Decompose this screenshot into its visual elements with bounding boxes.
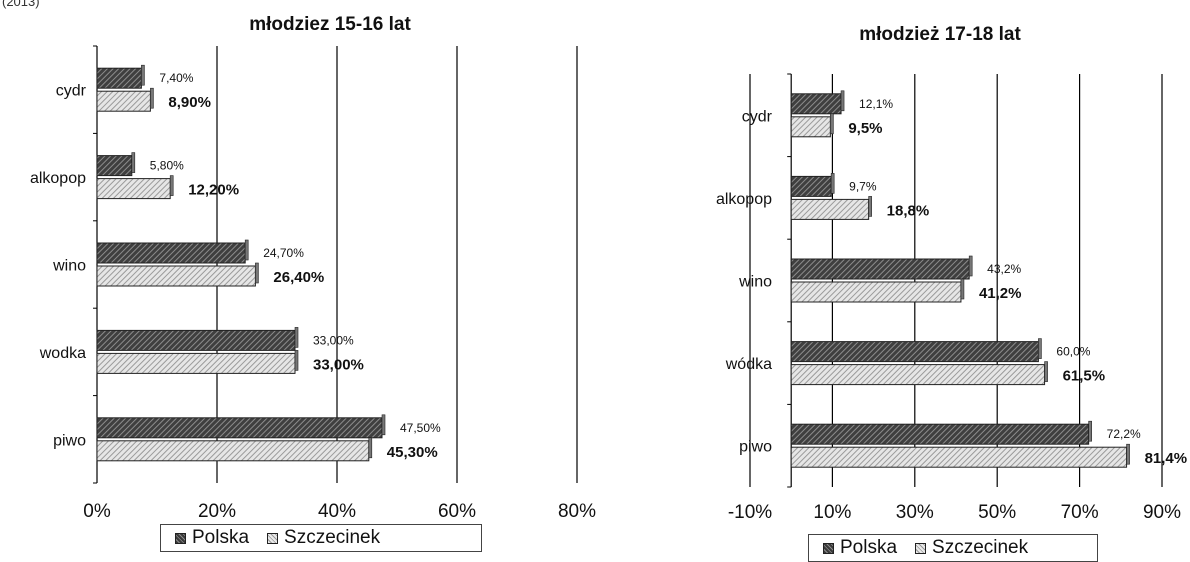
chart-2-category-label: wódka — [725, 356, 772, 373]
chart-1-bar-edge — [169, 175, 174, 196]
chart-1-data-label: 12,20% — [188, 182, 239, 199]
chart-2-bar-edge — [1044, 361, 1048, 382]
chart-1-bar-edge — [150, 87, 154, 109]
chart-2-data-label: 18,8% — [887, 202, 930, 219]
chart-2-bar-szczecinek — [790, 198, 870, 220]
chart-2-bar-edge — [830, 113, 834, 135]
chart-1-bar-edge — [381, 414, 386, 436]
chart-2-data-label: 60,0% — [1056, 345, 1090, 359]
chart-1-data-label: 24,70% — [263, 246, 304, 260]
chart-2-title: młodzież 17-18 lat — [859, 24, 1021, 45]
chart-2-category-label: alkopop — [716, 191, 772, 208]
legend-item-polska: Polska — [823, 537, 897, 559]
chart-2-bar-edge — [1088, 420, 1092, 442]
chart-2-data-label: 61,5% — [1063, 368, 1106, 385]
chart-2-bar-polska — [790, 258, 970, 280]
chart-1-tick-label: 20% — [198, 501, 236, 522]
chart-2-bar-edge — [830, 173, 835, 194]
chart-1-bar-edge — [294, 327, 299, 348]
chart-2-bar-edge — [960, 278, 965, 300]
chart-2-bar-edge — [968, 255, 973, 277]
chart-2-bar-szczecinek — [790, 281, 962, 303]
chart-1-data-label: 5,80% — [150, 159, 184, 173]
chart-1-bar-polska — [96, 242, 246, 264]
chart-1-bar-edge — [244, 239, 249, 261]
chart-1-title: młodziez 15-16 lat — [249, 14, 411, 35]
chart-2-bar-polska — [790, 423, 1090, 445]
chart-2-bar-polska — [790, 175, 832, 197]
chart-1-data-label: 7,40% — [159, 71, 193, 85]
chart-2-data-label: 72,2% — [1107, 427, 1141, 441]
chart-1-bar-polska — [96, 417, 383, 439]
chart-1-bar-edge — [294, 350, 299, 371]
chart-1-bar-edge — [255, 262, 259, 284]
chart-2-bar-szczecinek — [790, 446, 1128, 468]
chart-1-bar-szczecinek — [96, 178, 171, 200]
chart-1-category-label: piwo — [53, 432, 86, 449]
legend-label-szczecinek: Szczecinek — [284, 527, 381, 548]
legend-label-polska: Polska — [192, 527, 250, 548]
chart-1-data-label: 8,90% — [168, 94, 211, 111]
chart-2-data-label: 12,1% — [859, 97, 893, 111]
chart-1-bar-szczecinek — [96, 352, 296, 374]
legend-item-polska: Polska — [175, 527, 249, 549]
chart-2-data-label: 9,5% — [848, 120, 882, 137]
chart-1-data-label: 45,30% — [387, 444, 438, 461]
chart-1-category-label: alkopop — [30, 170, 86, 187]
chart-2-tick-label: 50% — [978, 502, 1016, 523]
chart-2-bar-szczecinek — [790, 116, 831, 138]
chart-1-bar-edge — [141, 64, 145, 86]
chart-1-category-label: cydr — [56, 83, 87, 100]
chart-1-data-label: 33,00% — [313, 356, 364, 373]
chart-1-bar-polska — [96, 67, 142, 89]
chart-2-tick-label: 70% — [1061, 502, 1099, 523]
chart-2-tick-label: -10% — [728, 502, 772, 523]
corner-text: (2013) — [2, 0, 40, 9]
chart-2-bar-polska — [790, 341, 1039, 363]
legend-chart-2: Polska Szczecinek — [808, 534, 1098, 562]
legend-item-szczecinek: Szczecinek — [267, 527, 380, 549]
chart-2-bar-edge — [1126, 443, 1130, 465]
chart-2-category-label: wino — [738, 274, 772, 291]
chart-2-data-label: 43,2% — [987, 262, 1021, 276]
legend-item-szczecinek: Szczecinek — [915, 537, 1028, 559]
chart-1-category-label: wodka — [39, 345, 86, 362]
chart-2-data-label: 9,7% — [849, 179, 877, 193]
chart-1-bar-polska — [96, 329, 296, 351]
chart-2-bar-szczecinek — [790, 364, 1046, 386]
legend-label-polska: Polska — [840, 537, 898, 558]
legend-swatch-szczecinek — [267, 532, 279, 544]
chart-1-bar-polska — [96, 155, 133, 177]
chart-2-bar-edge — [868, 196, 872, 217]
chart-2-tick-label: 30% — [896, 502, 934, 523]
chart-1-data-label: 33,00% — [313, 333, 354, 347]
chart-1-category-label: wino — [52, 258, 86, 275]
chart-1-tick-label: 40% — [318, 501, 356, 522]
legend-chart-1: Polska Szczecinek — [160, 524, 482, 552]
legend-label-szczecinek: Szczecinek — [932, 537, 1029, 558]
chart-1-tick-label: 60% — [438, 501, 476, 522]
chart-2-data-label: 41,2% — [979, 285, 1022, 302]
chart-1-bar-szczecinek — [96, 440, 370, 462]
legend-swatch-polska — [175, 532, 186, 544]
legend-swatch-polska — [823, 542, 834, 554]
chart-1-tick-label: 0% — [83, 501, 111, 522]
chart-2-tick-label: 90% — [1143, 502, 1181, 523]
legend-swatch-szczecinek — [915, 542, 927, 554]
chart-1-bar-szczecinek — [96, 265, 256, 287]
chart-2-category-label: piwo — [739, 439, 772, 456]
chart-1-tick-label: 80% — [558, 501, 596, 522]
chart-1-data-label: 47,50% — [400, 421, 441, 435]
chart-2-data-label: 81,4% — [1145, 450, 1188, 467]
chart-2-tick-label: 10% — [813, 502, 851, 523]
chart-1-bar-edge — [131, 152, 136, 173]
chart-2-bar-edge — [840, 90, 845, 112]
chart-2-category-label: cydr — [742, 108, 773, 125]
chart-2-bar-polska — [790, 93, 842, 115]
chart-1-data-label: 26,40% — [273, 269, 324, 286]
chart-1-bar-edge — [368, 437, 373, 459]
chart-1-bar-szczecinek — [96, 90, 151, 112]
chart-2-bar-edge — [1038, 338, 1042, 359]
